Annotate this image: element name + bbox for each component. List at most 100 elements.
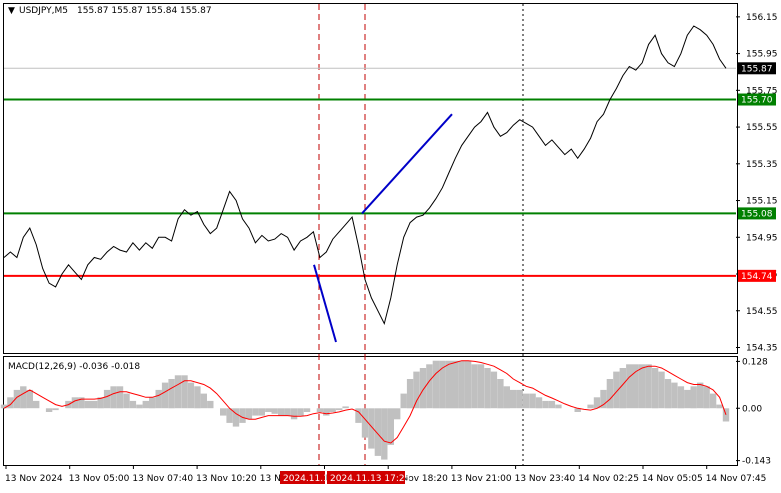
macd-hist-bar [477, 364, 485, 409]
time-tick-label: 14 Nov 07:45 [706, 474, 767, 484]
macd-hist-bar [522, 393, 530, 409]
macd-hist-bar [368, 408, 375, 449]
macd-signal-line [3, 360, 727, 444]
macd-hist-bar [516, 389, 523, 409]
macd-hist-bar [258, 408, 265, 416]
macd-hist-bar [97, 397, 104, 409]
time-flag-label-1: 2024.11.13 17:25 [330, 474, 410, 484]
macd-hist-bar [503, 386, 510, 409]
current-price-tag [738, 62, 776, 75]
macd-hist-bar [413, 371, 420, 409]
macd-hist-bar [619, 368, 626, 409]
macd-hist-bar [0, 404, 8, 409]
level-tag-label-0: 155.70 [741, 96, 773, 106]
price-pane: 156.15 155.95 155.75 155.55 155.35 155.15 154.… [3, 4, 778, 465]
macd-hist-bar [555, 404, 562, 409]
ohlc-readout: 155.87 155.87 155.84 155.87 [77, 6, 212, 16]
macd-hist-bar [632, 364, 639, 409]
macd-hist-bar [716, 404, 723, 409]
macd-hist-bar [245, 408, 253, 420]
time-tick-label: 13 Nov 10:20 [196, 474, 257, 484]
macd-hist-bar [232, 408, 240, 427]
macd-hist-bar [574, 408, 581, 412]
macd-hist-bar [52, 408, 59, 411]
macd-hist-bar [406, 379, 414, 409]
macd-hist-bar [142, 400, 149, 409]
macd-hist-bar [658, 371, 665, 409]
macd-hist-bar [722, 408, 730, 422]
macd-hist-bar [606, 379, 614, 409]
macd-hist-bar [651, 368, 659, 409]
macd-hist-bar [690, 386, 697, 409]
macd-hist-bar [387, 408, 394, 445]
macd-hist-bar [645, 364, 652, 409]
macd-hist-bar [7, 397, 14, 409]
macd-hist-bar [265, 408, 272, 412]
macd-hist-bar [639, 364, 646, 409]
macd-hist-bar [33, 400, 40, 409]
macd-hist-bar [316, 408, 324, 412]
macd-hist-bar [471, 364, 478, 409]
price-tick-label: 155.75 [746, 86, 778, 96]
macd-hist-bar [709, 393, 717, 409]
macd-hist-bar [671, 382, 678, 409]
macd-hist-bar [220, 408, 227, 416]
level-tag-label-1: 155.08 [741, 209, 773, 219]
macd-hist-bar [187, 382, 195, 409]
macd-hist-bar [613, 371, 620, 409]
macd-hist-bar [600, 389, 607, 409]
macd-hist-bar [400, 393, 407, 409]
macd-hist-bar [542, 400, 549, 409]
macd-hist-bar [374, 408, 382, 456]
price-tick-label: 155.55 [746, 123, 778, 133]
macd-hist-bar [271, 408, 278, 414]
macd-hist-bar [84, 400, 91, 409]
time-tick-label: 13 Nov 23:40 [515, 474, 576, 484]
macd-hist-bar [548, 400, 556, 409]
macd-hist-bar [419, 368, 427, 409]
macd-hist-bar [445, 360, 452, 409]
macd-hist-bar [103, 389, 111, 409]
macd-hist-bar [252, 408, 259, 416]
macd-hist-bar [136, 404, 143, 409]
macd-hist-bar [91, 400, 98, 409]
level-tag-0 [738, 93, 776, 106]
time-tick-label: 13 Nov 21:00 [451, 474, 512, 484]
macd-hist-bar [626, 364, 633, 409]
price-tick-label: 154.55 [746, 307, 778, 317]
time-tick-label: 14 Nov 05:05 [642, 474, 703, 484]
macd-tick-label: -0.143 [742, 457, 771, 467]
current-price-tag-label: 155.87 [741, 64, 773, 74]
macd-hist-bar [149, 397, 156, 409]
macd-hist-bar [174, 375, 182, 409]
macd-hist-bar [535, 397, 543, 409]
time-flag-0 [280, 471, 325, 484]
time-tick-label: 13 Nov 18:20 [387, 474, 448, 484]
macd-hist-bar [290, 408, 298, 420]
time-flag-1 [327, 471, 405, 484]
macd-hist-bar [458, 360, 465, 409]
macd-hist-bar [20, 386, 27, 409]
price-tick-label: 155.35 [746, 160, 778, 170]
macd-hist-bar [181, 375, 188, 409]
macd-hist-bar [161, 382, 169, 409]
price-tick-label: 154.95 [746, 233, 778, 243]
macd-hist-bar [329, 408, 336, 412]
macd-hist-bar [490, 371, 498, 409]
symbol-arrow-icon[interactable]: ▼ [8, 6, 15, 16]
price-line [3, 25, 727, 326]
macd-hist-bar [239, 408, 246, 423]
macd-hist-bar [323, 408, 330, 416]
price-tick-label: 155.95 [746, 50, 778, 60]
signal-segment-0 [313, 264, 337, 343]
macd-hist-bar [452, 360, 459, 409]
macd-hist-bar [123, 393, 130, 409]
macd-hist-bar [342, 406, 349, 409]
macd-hist-bar [355, 408, 362, 423]
macd-hist-bar [426, 364, 433, 409]
macd-hist-bar [13, 389, 21, 409]
macd-hist-bar [677, 386, 685, 409]
macd-title: MACD(12,26,9) -0.036 -0.018 [8, 362, 140, 372]
macd-hist-bar [697, 382, 704, 409]
